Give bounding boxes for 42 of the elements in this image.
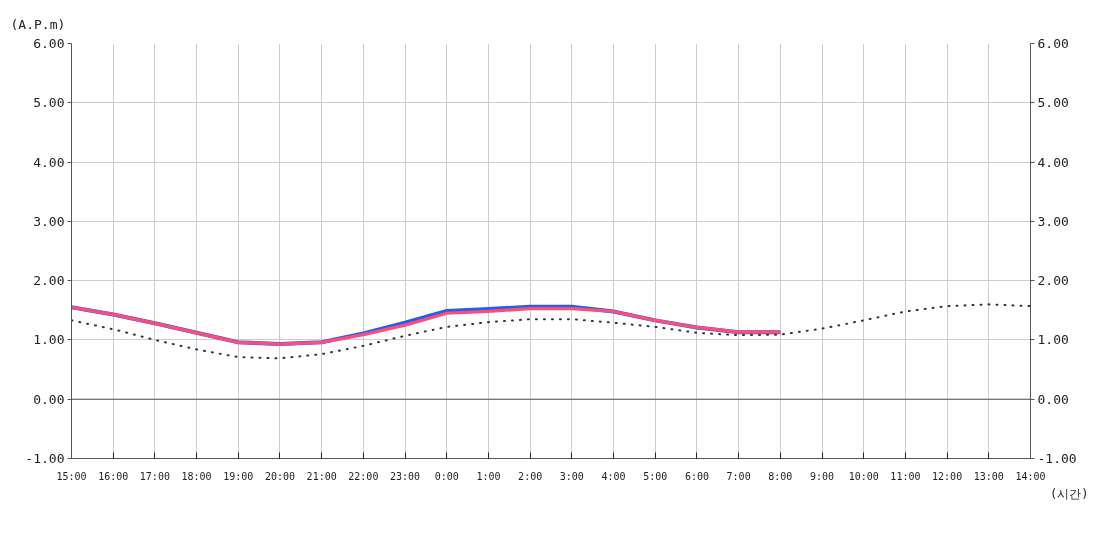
y2-tick-label: 4.00 (1037, 154, 1069, 170)
y2-tick-label: 0.00 (1037, 391, 1069, 407)
x-tick-label: 21:00 (306, 470, 337, 482)
x-tick-label: 18:00 (181, 470, 212, 482)
y-tick-label: 4.00 (33, 154, 65, 170)
y2-tick-label: -1.00 (1037, 451, 1077, 466)
y-tick-label: -1.00 (25, 451, 65, 466)
x-tick-label: 4:00 (601, 470, 626, 482)
x-tick-label: 23:00 (390, 470, 421, 482)
x-tick-label: 14:00 (1015, 470, 1046, 482)
x-tick-label: 1:00 (476, 470, 501, 482)
y-tick-label: 2.00 (33, 273, 65, 289)
x-tick-label: 22:00 (348, 470, 379, 482)
x-axis-title: (시간) (1050, 486, 1089, 501)
x-tick-label: 13:00 (973, 470, 1004, 482)
y-tick-label: 1.00 (33, 332, 65, 348)
x-tick-label: 12:00 (932, 470, 963, 482)
y-tick-label: 5.00 (33, 95, 65, 111)
y-tick-label: 3.00 (33, 213, 65, 229)
x-tick-label: 2:00 (518, 470, 543, 482)
x-tick-label: 5:00 (643, 470, 668, 482)
x-tick-label: 6:00 (684, 470, 709, 482)
x-tick-label: 17:00 (139, 470, 170, 482)
x-tick-label: 9:00 (809, 470, 835, 482)
x-tick-label: 8:00 (768, 470, 793, 482)
x-tick-label: 3:00 (559, 470, 584, 482)
x-tick-label: 19:00 (223, 470, 254, 482)
x-tick-label: 11:00 (890, 470, 921, 482)
x-tick-label: 20:00 (264, 470, 296, 482)
y2-tick-label: 3.00 (1037, 213, 1069, 229)
x-tick-label: 15:00 (56, 470, 87, 482)
x-tick-label: 10:00 (848, 470, 879, 482)
y-tick-label: 6.00 (33, 36, 65, 51)
y2-tick-label: 2.00 (1037, 273, 1069, 289)
y2-tick-label: 1.00 (1037, 332, 1069, 348)
y2-tick-label: 6.00 (1037, 36, 1069, 51)
x-tick-label: 7:00 (726, 470, 751, 482)
y2-tick-label: 5.00 (1037, 95, 1069, 111)
x-tick-label: 16:00 (98, 470, 129, 482)
y-tick-label: 0.00 (33, 391, 65, 407)
y-axis-title: (A.P.m) (10, 16, 66, 32)
x-tick-label: 0:00 (434, 470, 459, 482)
